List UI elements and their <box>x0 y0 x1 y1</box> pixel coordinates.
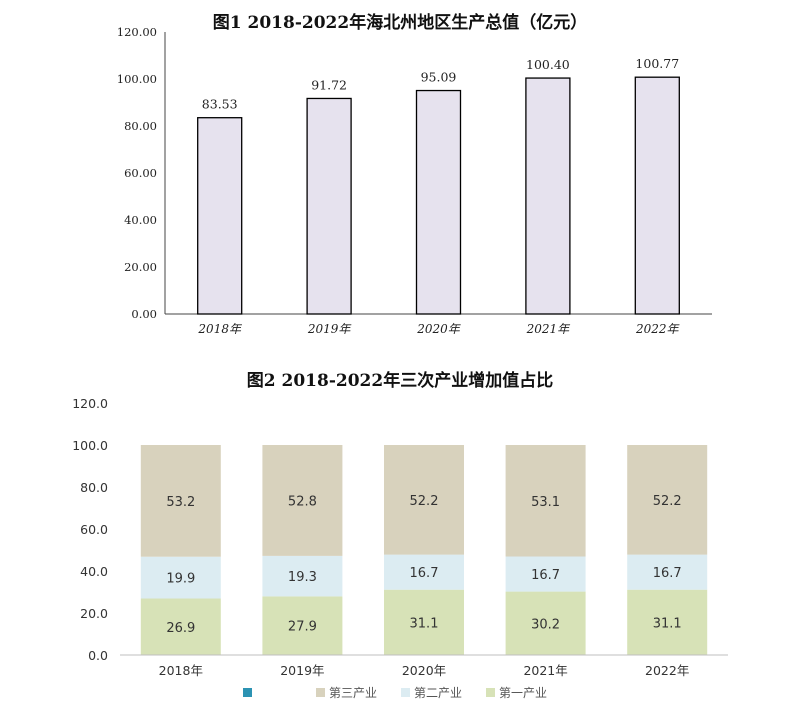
chart2-legend-label: 第三产业 <box>329 686 377 700</box>
chart2-bar-segment <box>505 591 586 655</box>
chart2-segment-label: 19.3 <box>288 570 317 585</box>
chart1-x-tick-label: 2021年 <box>526 322 572 336</box>
chart2-bar-segment <box>384 445 464 555</box>
chart2-bar-segment <box>505 556 586 592</box>
chart2-bar-segment <box>627 445 708 555</box>
chart1-bar <box>197 117 243 315</box>
chart2-x-tick-label: 2021年 <box>523 663 567 678</box>
chart2-legend-swatch <box>243 688 252 697</box>
chart2-segment-label: 27.9 <box>288 620 317 635</box>
chart2-segment-label: 52.2 <box>653 494 682 509</box>
chart2-segment-label: 52.2 <box>410 494 439 509</box>
chart1-bar <box>525 77 571 315</box>
chart2-legend-label: 第一产业 <box>499 686 547 700</box>
chart2-y-tick-label: 80.0 <box>80 480 108 495</box>
chart2-y-tick-label: 120.0 <box>72 396 108 411</box>
chart2-segment-label: 31.1 <box>410 616 439 631</box>
chart1-svg: 0.00 20.00 40.00 60.00 80.00 100.00 120.00 83.5… <box>117 25 712 336</box>
chart2-segment-label: 16.7 <box>653 566 682 581</box>
chart2-legend-swatch <box>401 688 410 697</box>
chart2-segment-label: 52.8 <box>288 494 317 509</box>
chart1-y-tick-label: 20.00 <box>124 260 157 274</box>
chart2-x-tick-label: 2022年 <box>645 663 689 678</box>
chart2-bar-segment <box>384 589 464 655</box>
chart2-segment-label: 30.2 <box>531 617 560 632</box>
chart2-segment-label: 26.9 <box>166 621 195 636</box>
chart2-legend-label: 第二产业 <box>414 686 462 700</box>
chart2-segment-label: 16.7 <box>531 568 560 583</box>
chart1-x-tick-label: 2022年 <box>635 322 681 336</box>
chart2-bar-segment <box>140 598 221 655</box>
chart2-bar-segment <box>627 554 708 590</box>
chart2-legend-swatch <box>486 688 495 697</box>
chart1-x-tick-label: 2018年 <box>197 322 243 336</box>
chart1-y-tick-label: 60.00 <box>124 166 157 180</box>
chart2-y-tick-label: 100.0 <box>72 438 108 453</box>
chart2-y-tick-label: 40.0 <box>80 564 108 579</box>
chart2-y-tick-label: 0.0 <box>88 648 108 663</box>
chart1-bar <box>306 97 352 315</box>
chart2-segment-label: 19.9 <box>166 572 195 587</box>
chart2-bar-segment <box>262 555 343 597</box>
chart2-bar-segment <box>140 556 221 599</box>
chart1-y-tick-label: 0.00 <box>131 307 157 321</box>
chart2-bar-segment <box>140 445 221 557</box>
chart1-x-tick-label: 2019年 <box>307 322 353 336</box>
chart2-x-tick-label: 2020年 <box>402 663 446 678</box>
chart2-segment-label: 53.1 <box>531 495 560 510</box>
chart2-segment-label: 16.7 <box>410 566 439 581</box>
chart1-bar-value-label: 83.53 <box>202 97 238 112</box>
chart2-x-tick-label: 2018年 <box>159 663 203 678</box>
chart2-bar-segment <box>627 589 708 655</box>
chart2-segment-label: 53.2 <box>166 495 195 510</box>
chart1-bar <box>415 89 462 315</box>
chart1-y-tick-label: 40.00 <box>124 213 157 227</box>
chart2-bar-segment <box>262 445 343 556</box>
chart2-x-tick-label: 2019年 <box>280 663 324 678</box>
chart2-legend-swatch <box>316 688 325 697</box>
chart1-bar-value-label: 100.40 <box>526 57 570 72</box>
chart1-y-tick-label: 120.00 <box>117 25 157 39</box>
chart1-title: 图1 2018-2022年海北州地区生产总值（亿元） <box>212 13 588 33</box>
chart2-y-tick-label: 60.0 <box>80 522 108 537</box>
chart2-bar-segment <box>505 445 586 557</box>
chart2-y-tick-label: 20.0 <box>80 606 108 621</box>
chart2-bar-segment <box>262 596 343 655</box>
chart1-bar-value-label: 100.77 <box>635 56 679 71</box>
chart1-bar-value-label: 91.72 <box>311 77 347 92</box>
chart2-segment-label: 31.1 <box>653 616 682 631</box>
chart1-bar <box>634 76 680 315</box>
chart1-x-tick-label: 2020年 <box>416 322 462 336</box>
chart1-bar-value-label: 95.09 <box>421 70 457 85</box>
chart2-bar-segment <box>384 554 464 590</box>
chart1-y-tick-label: 100.00 <box>117 72 157 86</box>
chart1-y-tick-label: 80.00 <box>124 119 157 133</box>
chart2-title: 图2 2018-2022年三次产业增加值占比 <box>246 371 554 391</box>
